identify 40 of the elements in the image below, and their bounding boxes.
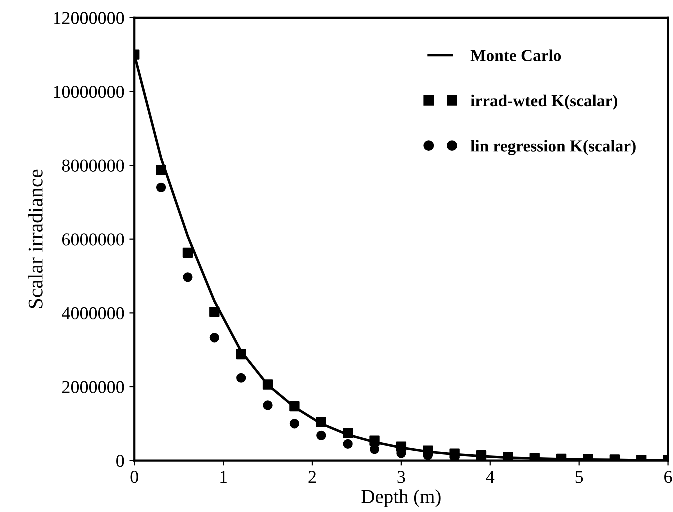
point (343, 439, 353, 449)
y-tick-label: 12000000 (54, 12, 124, 24)
point (342, 428, 354, 438)
point (183, 272, 193, 282)
point (370, 436, 380, 446)
point (316, 416, 326, 428)
x-tick-label: 4 (486, 471, 495, 484)
point (290, 401, 300, 412)
x-axis-title: Depth (m) (362, 490, 441, 508)
point (262, 380, 274, 390)
x-tick-label: 6 (664, 471, 672, 484)
x-tick-label: 3 (398, 471, 406, 484)
legend-label: irrad-wted K(scalar) (470, 94, 618, 110)
y-tick-label: 10000000 (54, 86, 124, 98)
x-tick-label: 5 (576, 471, 584, 484)
point (236, 373, 246, 383)
y-tick-label: 2000000 (62, 381, 124, 394)
legend-label: Monte Carlo (470, 50, 562, 62)
y-tick-label: 8000000 (62, 160, 124, 172)
point (370, 444, 380, 454)
x-tick-label: 2 (308, 471, 316, 484)
y-tick-label: 4000000 (62, 307, 124, 320)
point (156, 165, 166, 176)
y-tick-label: 0 (116, 455, 124, 468)
point (236, 349, 246, 360)
y-axis-title: Scalar irradiance (28, 170, 43, 308)
point (503, 452, 514, 461)
x-tick-label: 1 (220, 471, 227, 484)
legend-label: lin regression K(scalar) (470, 140, 636, 156)
y-tick-label: 6000000 (62, 234, 124, 246)
point (210, 333, 220, 343)
point (290, 419, 300, 429)
point (182, 248, 194, 258)
point (156, 182, 166, 192)
point (530, 453, 540, 461)
point (316, 430, 326, 441)
point (210, 306, 220, 318)
point (263, 400, 273, 410)
x-tick-label: 0 (130, 471, 138, 484)
point (476, 450, 487, 461)
